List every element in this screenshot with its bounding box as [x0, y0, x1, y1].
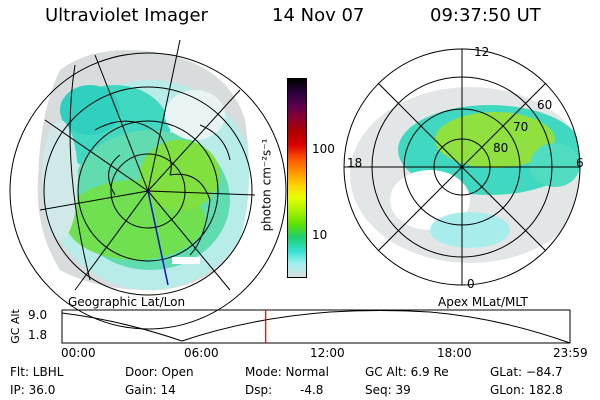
info-ip: IP: 36.0: [10, 383, 56, 397]
mlt-label-12: 12: [474, 45, 490, 59]
orbit-xtick-2359: 23:59: [553, 346, 588, 360]
instrument-title: Ultraviolet Imager: [45, 5, 208, 26]
info-mode: Mode: Normal: [245, 365, 329, 379]
mlat-label-70: 70: [513, 120, 529, 134]
info-flt: Flt: LBHL: [10, 365, 64, 379]
date-label: 14 Nov 07: [272, 5, 365, 26]
colorbar-tick-10: 10: [312, 228, 328, 242]
left-map-caption: Geographic Lat/Lon: [68, 295, 186, 309]
info-gain: Gain: 14: [125, 383, 176, 397]
info-glon: GLon: 182.8: [490, 383, 563, 397]
orbit-xtick-0600: 06:00: [184, 346, 219, 360]
right-map-caption: Apex MLat/MLT: [438, 295, 528, 309]
colorbar-gradient: [288, 79, 306, 277]
mlat-label-60: 60: [537, 98, 553, 112]
info-seq: Seq: 39: [365, 383, 411, 397]
info-gc-alt: GC Alt: 6.9 Re: [365, 365, 449, 379]
colorbar: [287, 78, 307, 278]
time-label: 09:37:50 UT: [430, 5, 541, 26]
mlt-label-0: 0: [467, 277, 475, 291]
info-dsp-value: -4.8: [300, 383, 324, 397]
info-glat: GLat: −84.7: [490, 365, 563, 379]
mlt-label-6: 6: [576, 156, 584, 170]
orbit-xtick-0000: 00:00: [61, 346, 96, 360]
colorbar-tick-100: 100: [312, 142, 335, 156]
right-graticule: [343, 48, 581, 286]
left-aurora-image: [37, 50, 249, 291]
mlat-label-80: 80: [493, 141, 509, 155]
mlt-label-18: 18: [347, 156, 363, 170]
orbit-ytick-high: 9.0: [28, 308, 48, 322]
info-dsp-label: Dsp:: [245, 383, 273, 397]
info-door: Door: Open: [125, 365, 194, 379]
orbit-ytick-low: 1.8: [28, 328, 48, 342]
orbit-xtick-1200: 12:00: [310, 346, 345, 360]
orbit-xtick-1800: 18:00: [437, 346, 472, 360]
track-line: [147, 190, 169, 286]
left-graticule: [9, 39, 287, 330]
